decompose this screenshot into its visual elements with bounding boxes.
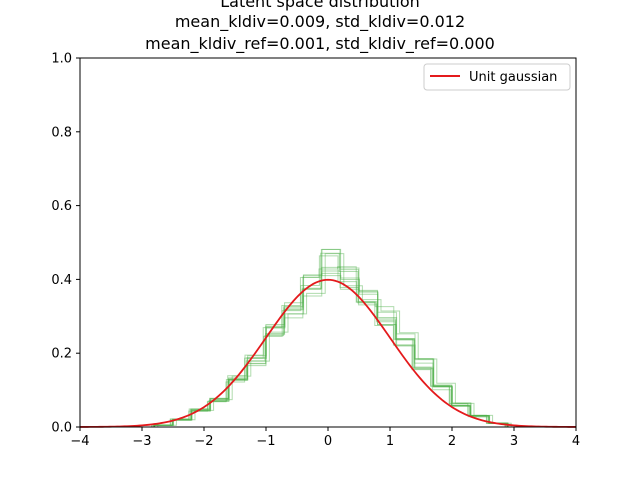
legend-box	[423, 63, 571, 91]
x-tick-label: 4	[572, 434, 580, 449]
histogram-layer	[151, 248, 512, 427]
chart-title-line-1: Latent space distribution	[220, 0, 420, 11]
y-axis: 0.0 0.2 0.4 0.6 0.8 1.0	[51, 52, 80, 436]
y-tick-label: 1.0	[51, 52, 72, 67]
histogram-step-line	[154, 248, 509, 427]
chart-title-line-3: mean_kldiv_ref=0.001, std_kldiv_ref=0.00…	[145, 34, 495, 53]
plot-frame	[79, 57, 577, 428]
chart-title-line-2: mean_kldiv=0.009, std_kldiv=0.012	[174, 12, 466, 31]
y-tick-label: 0.4	[51, 273, 72, 288]
x-tick-label: −4	[70, 434, 89, 449]
histogram-step-line	[153, 266, 509, 427]
histogram-step-line	[153, 270, 509, 427]
histogram-step-line	[154, 274, 509, 427]
gaussian-line-layer	[79, 278, 577, 428]
legend: Unit gaussian	[423, 63, 571, 91]
x-tick-label: 1	[386, 434, 394, 449]
histogram-step-line	[151, 266, 506, 427]
x-tick-label: −3	[132, 434, 151, 449]
y-tick-label: 0.0	[51, 421, 72, 436]
x-tick-label: 2	[448, 434, 456, 449]
histogram-step-line	[153, 249, 508, 427]
histogram-step-line	[152, 252, 508, 427]
x-tick-label: 0	[324, 434, 332, 449]
y-tick-label: 0.2	[51, 347, 72, 362]
x-axis: −4 −3 −2 −1 0 1 2 3 4	[70, 427, 580, 449]
x-tick-label: 3	[510, 434, 518, 449]
x-tick-label: −1	[256, 434, 275, 449]
y-tick-label: 0.6	[51, 199, 72, 214]
histogram-step-line	[157, 253, 512, 427]
legend-label-unit-gaussian: Unit gaussian	[469, 70, 557, 85]
unit-gaussian-line	[79, 278, 577, 428]
x-tick-label: −2	[194, 434, 213, 449]
y-tick-label: 0.8	[51, 125, 72, 140]
